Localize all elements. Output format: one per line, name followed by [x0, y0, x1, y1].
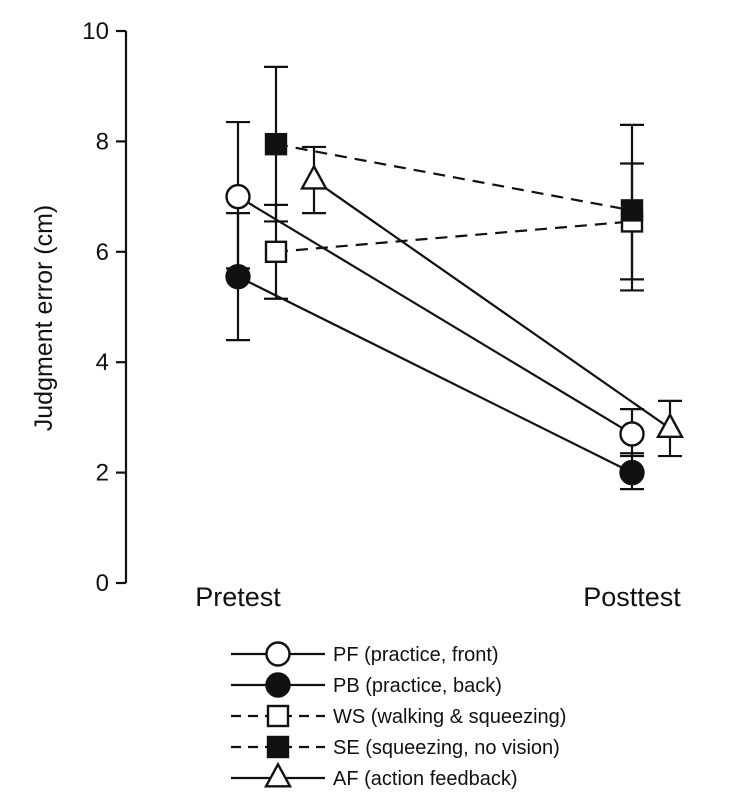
- data-point: [619, 459, 645, 486]
- y-ticks: 0 2 4 6 8 10: [82, 18, 126, 597]
- data-point: [655, 412, 685, 438]
- legend-item: PB (practice, back): [231, 672, 502, 698]
- data-point: [264, 132, 288, 156]
- x-category-labels: Pretest Posttest: [195, 582, 681, 612]
- data-point: [225, 183, 251, 210]
- legend-marker: [266, 704, 290, 728]
- x-category-label: Pretest: [195, 582, 281, 612]
- series-line: [237, 195, 633, 435]
- legend-marker: [266, 735, 290, 759]
- legend-item: PF (practice, front): [231, 641, 499, 667]
- y-tick-label: 0: [96, 570, 109, 597]
- legend-marker: [265, 641, 291, 667]
- y-tick-label: 10: [82, 18, 109, 45]
- legend-label: PF (practice, front): [333, 644, 499, 666]
- legend-label: PB (practice, back): [333, 675, 502, 697]
- legend-item: AF (action feedback): [231, 761, 518, 790]
- data-point: [225, 263, 251, 290]
- data-point: [620, 199, 644, 222]
- y-tick-label: 6: [96, 239, 109, 266]
- legend: PF (practice, front) PB (practice, back) W…: [231, 641, 566, 790]
- legend-marker: [265, 672, 291, 698]
- data-point: [264, 240, 288, 264]
- legend-marker: [263, 761, 293, 788]
- legend-label: AF (action feedback): [333, 768, 518, 790]
- series-line: [313, 179, 671, 430]
- x-category-label: Posttest: [583, 582, 681, 612]
- y-tick-label: 8: [96, 128, 109, 155]
- data-point: [299, 163, 329, 190]
- data-markers: [225, 132, 685, 486]
- y-axis-title: Judgment error (cm): [30, 205, 58, 431]
- series-line: [237, 275, 633, 474]
- legend-item: WS (walking & squeezing): [231, 704, 566, 728]
- legend-label: WS (walking & squeezing): [333, 706, 566, 728]
- y-tick-label: 2: [96, 460, 109, 487]
- series-lines: [237, 143, 671, 474]
- y-tick-label: 4: [96, 349, 109, 376]
- data-point: [619, 421, 645, 447]
- legend-item: SE (squeezing, no vision): [231, 735, 560, 759]
- series-line: [275, 143, 633, 212]
- legend-label: SE (squeezing, no vision): [333, 737, 560, 759]
- series-line: [275, 220, 633, 253]
